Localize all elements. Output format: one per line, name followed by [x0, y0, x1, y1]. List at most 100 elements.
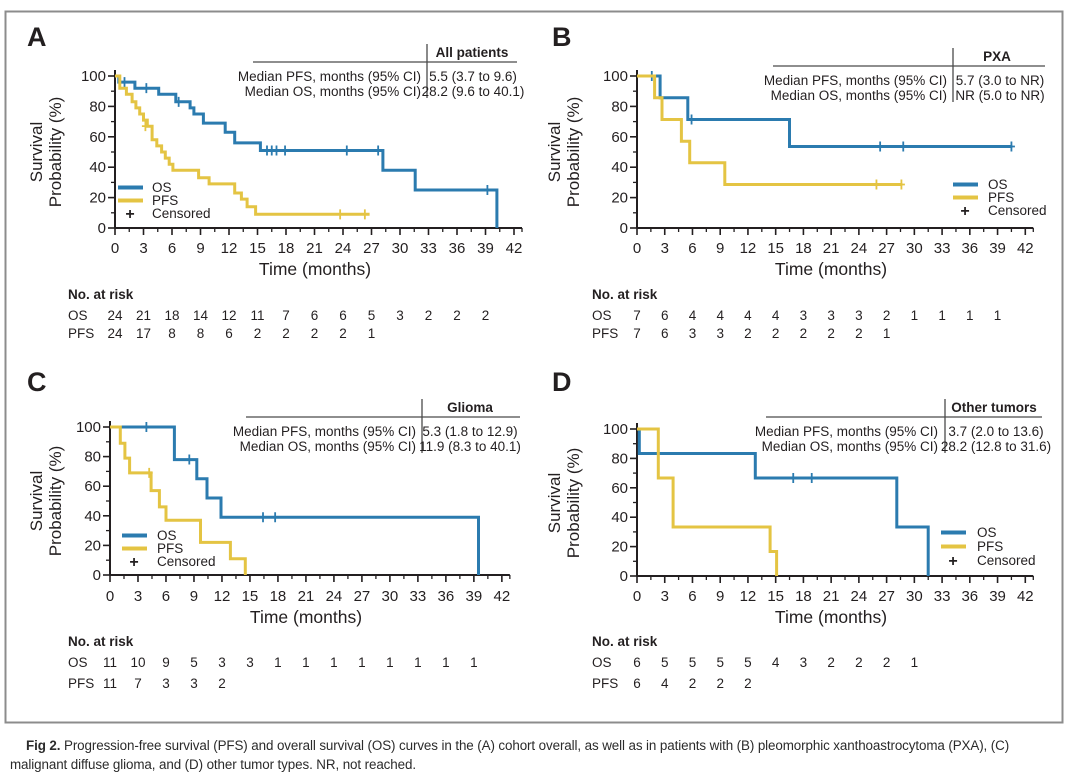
risk-value: 2 — [744, 326, 752, 341]
y-tick-label: 60 — [89, 129, 106, 146]
risk-value: 1 — [883, 326, 891, 341]
risk-value: 4 — [689, 308, 697, 323]
risk-table-header: No. at risk — [592, 287, 658, 302]
stats-row-value: NR (5.0 to NR) — [955, 88, 1044, 103]
censor-mark-os — [808, 472, 816, 483]
km-curve-os — [110, 425, 480, 575]
x-tick-label: 39 — [477, 240, 494, 257]
censor-mark-os — [185, 454, 193, 465]
y-tick-label: 100 — [603, 421, 628, 438]
stats-row-value: 5.7 (3.0 to NR) — [956, 73, 1045, 88]
risk-value: 12 — [221, 308, 236, 323]
censor-mark-os — [876, 141, 884, 152]
x-tick-label: 6 — [688, 240, 696, 257]
y-tick-label: 20 — [84, 537, 101, 554]
risk-value: 2 — [425, 308, 433, 323]
risk-value: 1 — [302, 655, 310, 670]
risk-value: 3 — [800, 655, 808, 670]
legend-label-os: OS — [152, 180, 172, 195]
risk-value: 1 — [911, 655, 919, 670]
km-curve-pfs — [110, 425, 247, 575]
risk-value: 3 — [800, 308, 808, 323]
panel-label-D: D — [552, 367, 572, 397]
y-axis-title-line2: Probability (%) — [46, 446, 65, 557]
x-tick-label: 27 — [363, 240, 380, 257]
x-tick-label: 33 — [420, 240, 437, 257]
x-tick-label: 30 — [906, 588, 923, 605]
legend-label-censored: Censored — [988, 203, 1047, 218]
x-tick-label: 0 — [633, 588, 641, 605]
risk-value: 24 — [107, 308, 123, 323]
risk-value: 4 — [744, 308, 752, 323]
km-curve-os — [115, 74, 499, 228]
censor-mark-os — [789, 472, 797, 483]
censor-mark-os — [121, 77, 128, 88]
x-axis-title: Time (months) — [775, 607, 887, 627]
risk-value: 1 — [386, 655, 394, 670]
risk-value: 2 — [883, 308, 891, 323]
x-tick-label: 27 — [354, 588, 371, 605]
x-tick-label: 15 — [767, 240, 784, 257]
risk-row-label: OS — [592, 655, 612, 670]
stats-row-value: 5.3 (1.8 to 12.9) — [422, 424, 517, 439]
y-axis-title-line2: Probability (%) — [564, 97, 583, 208]
x-tick-label: 9 — [716, 588, 724, 605]
x-tick-label: 24 — [335, 240, 352, 257]
stats-group-header: All patients — [436, 45, 509, 60]
x-tick-label: 33 — [934, 240, 951, 257]
legend-label-pfs: PFS — [988, 190, 1014, 205]
risk-value: 24 — [107, 326, 123, 341]
risk-value: 11 — [250, 308, 264, 323]
risk-value: 2 — [689, 676, 697, 691]
risk-value: 2 — [855, 655, 863, 670]
risk-value: 5 — [368, 308, 376, 323]
y-tick-label: 20 — [611, 190, 628, 207]
censor-mark-os — [688, 114, 696, 125]
km-curve-os — [637, 74, 1013, 148]
risk-value: 4 — [661, 676, 669, 691]
risk-value: 1 — [274, 655, 282, 670]
stats-group-header: Glioma — [447, 400, 493, 415]
risk-value: 3 — [190, 676, 198, 691]
legend-label-pfs: PFS — [977, 539, 1003, 554]
stats-row-value: 28.2 (12.8 to 31.6) — [941, 439, 1051, 454]
y-tick-label: 80 — [611, 98, 628, 115]
x-tick-label: 36 — [961, 588, 978, 605]
stats-row-label: Median PFS, months (95% CI) — [764, 73, 947, 88]
x-tick-label: 24 — [851, 588, 868, 605]
censor-mark-pfs — [897, 179, 905, 190]
x-tick-label: 15 — [767, 588, 784, 605]
risk-value: 2 — [800, 326, 808, 341]
x-tick-label: 12 — [740, 240, 757, 257]
risk-value: 17 — [136, 326, 151, 341]
censor-mark-pfs — [145, 467, 153, 478]
x-tick-label: 3 — [661, 588, 669, 605]
risk-table-header: No. at risk — [68, 287, 134, 302]
legend-label-os: OS — [977, 525, 997, 540]
risk-value: 9 — [162, 655, 170, 670]
caption-label: Fig 2. — [26, 738, 61, 753]
risk-value: 2 — [218, 676, 226, 691]
legend-label-censored: Censored — [152, 206, 211, 221]
x-tick-label: 15 — [249, 240, 266, 257]
risk-value: 2 — [855, 326, 863, 341]
y-tick-label: 100 — [603, 68, 628, 85]
km-curve-pfs — [115, 74, 370, 216]
censor-mark-pfs — [872, 179, 880, 190]
censor-mark-os — [175, 96, 183, 107]
censor-mark-os — [374, 145, 382, 156]
y-tick-label: 60 — [611, 129, 628, 146]
y-axis-title-line1: Survival — [545, 473, 564, 533]
km-curve-pfs — [637, 427, 779, 576]
x-tick-label: 36 — [438, 588, 455, 605]
x-tick-label: 33 — [410, 588, 427, 605]
x-tick-label: 39 — [989, 240, 1006, 257]
risk-value: 7 — [633, 326, 641, 341]
risk-value: 6 — [311, 308, 319, 323]
risk-value: 8 — [168, 326, 176, 341]
legend-label-pfs: PFS — [152, 193, 178, 208]
stats-row-value: 11.9 (8.3 to 40.1) — [419, 439, 521, 454]
risk-value: 6 — [661, 308, 669, 323]
